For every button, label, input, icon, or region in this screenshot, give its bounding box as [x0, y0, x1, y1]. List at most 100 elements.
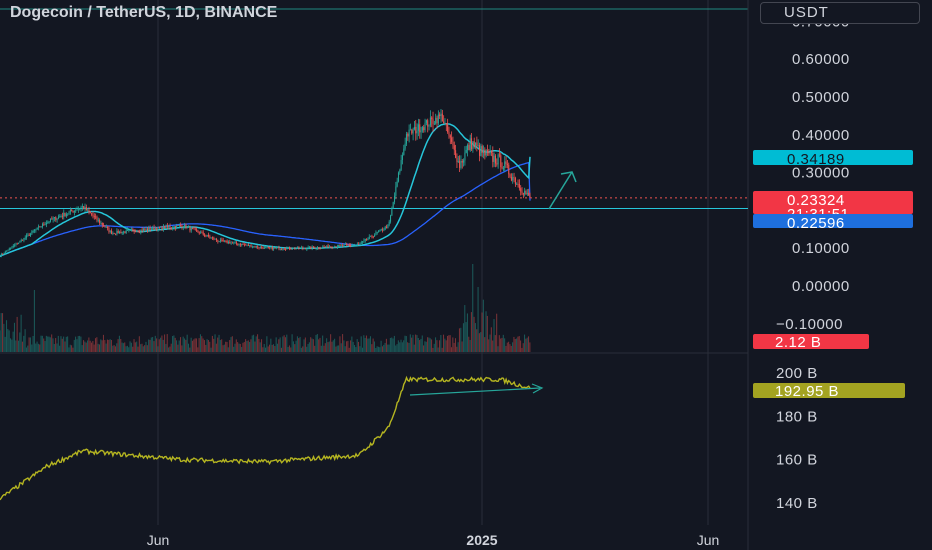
candle-body [189, 226, 191, 231]
volume-bar [202, 338, 204, 352]
candle-body [231, 242, 233, 244]
candle-body [465, 150, 467, 153]
volume-bar [448, 335, 450, 352]
candle-body [201, 232, 203, 234]
volume-bar [388, 344, 390, 352]
volume-bar [365, 335, 368, 352]
candle-body [352, 244, 354, 246]
candle-body [480, 146, 482, 156]
candle-body [461, 160, 463, 163]
volume-bar [298, 338, 300, 352]
candle-body [234, 242, 236, 244]
candle-body [517, 183, 519, 185]
volume-bar [303, 339, 305, 352]
candle-body [506, 164, 508, 165]
candle-body [350, 244, 352, 246]
candle-body [294, 247, 296, 249]
candle-body [424, 122, 426, 131]
volume-bar [144, 345, 146, 352]
candle-body [513, 177, 515, 179]
candle-body [386, 226, 388, 229]
volume-bar [28, 337, 30, 352]
volume-bar [514, 339, 516, 352]
price-axis[interactable]: 0.700000.600000.500000.400000.300000.200… [776, 13, 850, 332]
candle-body [451, 137, 453, 142]
volume-bar [176, 340, 178, 352]
candle-body [463, 160, 465, 163]
candle-body [43, 223, 45, 225]
indicator-axis[interactable]: 200 B 180 B 160 B 140 B 192.95 B [753, 365, 905, 512]
volume-bar [3, 323, 5, 352]
volume-bar [83, 340, 85, 352]
volume-bar [16, 316, 18, 352]
candle-body [392, 202, 394, 209]
candle-body [456, 157, 458, 162]
volume-bar [187, 343, 190, 352]
volume-bar [458, 328, 460, 352]
volume-bar [516, 338, 518, 352]
volume-bar [23, 335, 25, 352]
candle-body [22, 239, 24, 241]
volume-bar [435, 337, 437, 352]
volume-bar [71, 345, 73, 352]
user-drawings[interactable] [548, 171, 577, 210]
volume-bar [94, 338, 97, 352]
candle-body [213, 237, 215, 240]
candle-body [494, 155, 496, 164]
volume-bar [215, 343, 217, 352]
volume-bar [453, 342, 455, 352]
volume-bar [113, 345, 115, 352]
volume-bar [498, 335, 500, 352]
volume-bar [462, 323, 464, 352]
volume-bar [149, 339, 151, 352]
volume-bar [206, 339, 208, 352]
candle-body [283, 249, 285, 250]
candle-body [200, 232, 202, 234]
candle-body [87, 209, 89, 211]
candle-body [142, 228, 144, 231]
volume-bar [267, 346, 269, 352]
volume-bar [407, 342, 409, 352]
indicator-arrow-head [531, 383, 544, 394]
volume-bar [460, 327, 462, 352]
volume-bar [253, 334, 255, 352]
candle-body [0, 254, 2, 257]
candle-body [379, 229, 381, 232]
volume-bar [210, 347, 212, 352]
currency-selector-button[interactable]: USDT [760, 2, 920, 24]
candle-body [89, 211, 91, 214]
ma-short-badge-text: 0.34189 [787, 151, 845, 168]
candle-body [170, 227, 172, 229]
volume-bar [392, 338, 394, 352]
candle-body [156, 228, 158, 231]
ma-long-badge-text: 0.22596 [787, 215, 845, 232]
volume-bars [0, 264, 531, 352]
candle-body [496, 163, 498, 165]
candle-body [61, 216, 63, 217]
volume-bar [110, 340, 112, 352]
candle-body [508, 164, 510, 175]
candle-body [316, 247, 318, 249]
candle-body [404, 143, 406, 149]
volume-bar [334, 338, 336, 352]
candle-body [259, 247, 261, 248]
forecast-arrow-line [548, 171, 573, 210]
candle-body [119, 231, 121, 234]
candle-body [263, 247, 265, 249]
volume-bar [494, 335, 496, 352]
candle-body [312, 246, 315, 248]
volume-bar [518, 336, 520, 352]
volume-bar [469, 339, 471, 352]
volume-bar [197, 347, 199, 352]
volume-bar [84, 341, 86, 352]
volume-bar [88, 337, 90, 352]
volume-bar [221, 339, 223, 352]
volume-bar [194, 338, 196, 352]
time-axis[interactable]: Jun 2025 Jun [147, 532, 720, 548]
candle-body [380, 229, 382, 231]
candle-body [49, 218, 52, 222]
candle-body [65, 214, 67, 216]
volume-bar [45, 335, 47, 352]
candle-body [274, 247, 276, 249]
